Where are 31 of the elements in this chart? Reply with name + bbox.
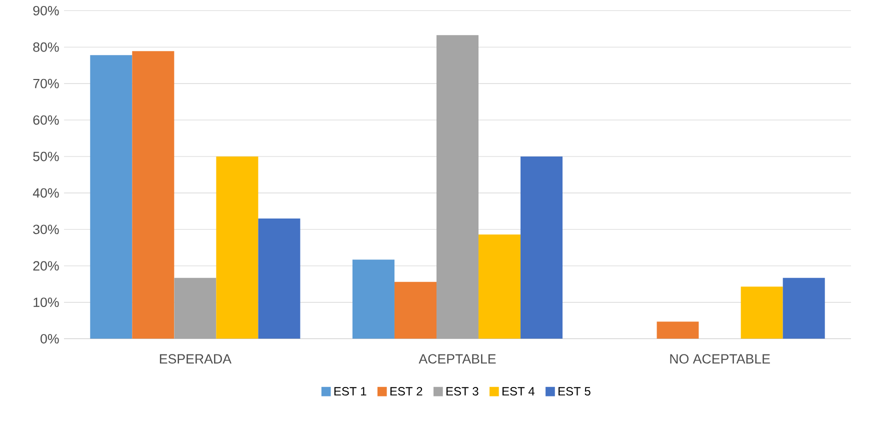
- bar: [478, 234, 521, 339]
- y-tick-label: 70%: [33, 78, 59, 88]
- y-tick-label: 40%: [32, 188, 59, 198]
- bar: [394, 282, 436, 339]
- y-tick-label: 50%: [33, 152, 59, 162]
- bar: [174, 278, 216, 339]
- y-tick-label: 0%: [40, 334, 59, 344]
- bar: [132, 51, 174, 339]
- x-tick-label: NO ACEPTABLE: [670, 354, 770, 364]
- bar: [352, 260, 394, 339]
- bar: [656, 322, 699, 339]
- y-tick-label: 60%: [33, 115, 59, 125]
- y-tick-label: 30%: [33, 224, 59, 234]
- x-tick-label: ACEPTABLE: [418, 354, 496, 364]
- y-tick-label: 90%: [33, 6, 59, 16]
- y-tick-label: 80%: [33, 42, 59, 52]
- legend-label: EST 1: [334, 386, 366, 396]
- legend-label: EST 2: [390, 386, 422, 396]
- bar: [740, 286, 783, 339]
- bar: [436, 35, 479, 339]
- legend-label: EST 4: [502, 386, 535, 396]
- bar: [216, 156, 258, 339]
- y-tick-label: 10%: [34, 298, 59, 307]
- bar: [258, 218, 300, 339]
- legend-label: EST 5: [558, 386, 590, 396]
- x-tick-label: ESPERADA: [160, 354, 232, 364]
- bar: [90, 55, 132, 339]
- bar: [520, 156, 563, 339]
- legend-label: EST 3: [446, 386, 478, 396]
- bar: [782, 278, 825, 339]
- y-tick-label: 20%: [33, 261, 59, 271]
